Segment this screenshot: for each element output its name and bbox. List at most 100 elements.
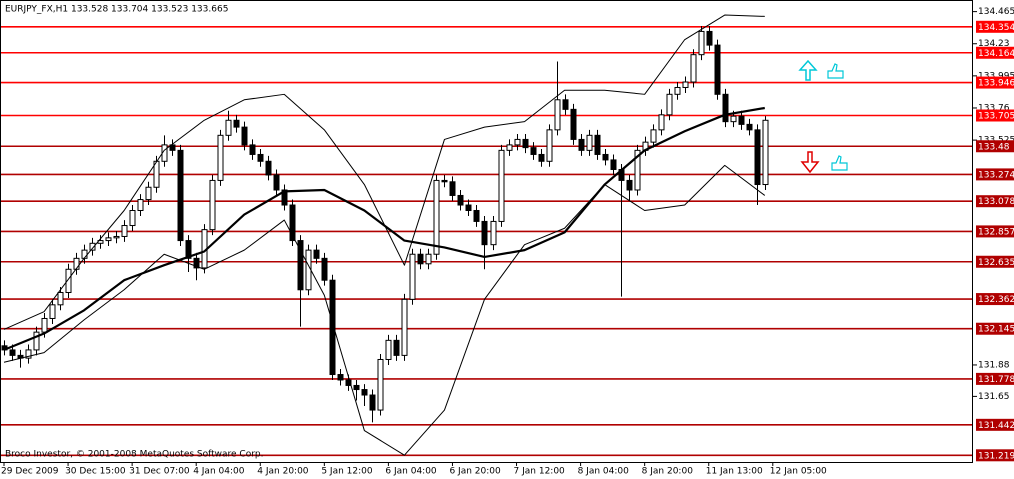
candle-body — [105, 237, 112, 242]
down-arrow — [800, 151, 820, 174]
candle-body — [586, 134, 593, 151]
candle-body — [706, 30, 713, 46]
x-tick-label: 7 Jan 12:00 — [514, 467, 566, 477]
candle-body — [33, 331, 40, 351]
candle-body — [473, 209, 480, 222]
level-label: 133.078 — [978, 197, 1014, 207]
candle-body — [433, 179, 440, 255]
candle-body — [177, 149, 184, 242]
level-label-box — [976, 46, 1014, 59]
candle-body — [185, 240, 192, 259]
candle-body — [594, 134, 601, 155]
level-label-box — [976, 293, 1014, 306]
candle-body — [329, 279, 336, 376]
candle-body — [674, 86, 681, 95]
candle-body — [225, 119, 232, 136]
level-label: 134.164 — [978, 49, 1014, 59]
candle-body — [249, 144, 256, 155]
candle-body — [746, 123, 753, 131]
candle-body — [321, 257, 328, 281]
x-tick-label: 30 Dec 15:00 — [65, 467, 126, 477]
candle-body — [530, 147, 537, 155]
candle-body — [65, 268, 72, 294]
candle-body — [9, 349, 16, 356]
candle-body — [457, 194, 464, 206]
chart-title: EURJPY_FX,H1 133.528 133.704 133.523 133… — [5, 5, 228, 15]
candle-body — [121, 225, 128, 237]
candle-body — [762, 119, 769, 186]
level-label: 132.362 — [978, 295, 1014, 305]
candle-body — [602, 153, 609, 161]
candle-body — [730, 115, 737, 123]
level-label-box — [976, 255, 1014, 268]
candle-body — [449, 181, 456, 196]
x-tick-label: 8 Jan 04:00 — [578, 467, 630, 477]
candle-body — [441, 179, 448, 183]
plot-area — [0, 14, 973, 457]
x-tick-label: 5 Jan 12:00 — [321, 467, 373, 477]
level-label-box — [976, 225, 1014, 238]
y-tick-label: 134.23 — [978, 39, 1010, 49]
candle-body — [73, 257, 80, 270]
candle-body — [401, 298, 408, 356]
y-tick-label: 131.65 — [978, 392, 1010, 402]
candle-body — [289, 204, 296, 242]
candle-body — [57, 292, 64, 306]
candle-body — [217, 134, 224, 181]
x-tick-label: 8 Jan 20:00 — [642, 467, 694, 477]
candle-body — [385, 339, 392, 360]
x-tick-label: 31 Dec 07:00 — [129, 467, 190, 477]
level-label-box — [976, 195, 1014, 208]
x-tick-label: 11 Jan 13:00 — [706, 467, 763, 477]
candle-body — [353, 384, 360, 391]
candle-body — [313, 249, 320, 259]
candle-body — [626, 179, 633, 191]
candle-body — [738, 115, 745, 125]
candle-body — [666, 93, 673, 116]
candle-body — [265, 160, 272, 176]
level-label: 131.219 — [978, 451, 1014, 461]
candle-body — [682, 81, 689, 88]
candle-body — [137, 199, 144, 211]
candle-body — [209, 179, 216, 231]
level-label-box — [976, 322, 1014, 335]
level-label: 133.705 — [978, 112, 1014, 122]
level-label: 133.48 — [978, 142, 1010, 152]
candle-body — [369, 394, 376, 411]
level-label: 132.635 — [978, 258, 1014, 268]
level-label-box — [976, 168, 1014, 181]
plot-border — [0, 0, 973, 463]
candle-body — [25, 349, 32, 359]
level-label: 131.778 — [978, 375, 1014, 385]
candle-body — [41, 317, 48, 333]
candle-body — [145, 186, 152, 201]
candle-body — [570, 108, 577, 140]
x-tick-label: 4 Jan 20:00 — [257, 467, 309, 477]
candle-body — [409, 253, 416, 300]
candle-body — [233, 119, 240, 128]
level-label-box — [976, 109, 1014, 122]
candle-body — [481, 220, 488, 246]
candle-body — [129, 209, 136, 227]
thumb-icon — [831, 155, 848, 171]
level-label-box — [976, 372, 1014, 385]
candle-body — [690, 54, 697, 83]
level-label-box — [976, 20, 1014, 33]
candle-body — [425, 253, 432, 265]
candle-body — [281, 189, 288, 206]
level-label-box — [976, 418, 1014, 431]
level-label-box — [976, 76, 1014, 89]
level-label: 133.946 — [978, 79, 1014, 89]
thumb-icon — [827, 63, 844, 79]
candle-body — [377, 358, 384, 411]
candle-body — [361, 389, 368, 396]
candle-body — [714, 44, 721, 95]
candle-body — [698, 30, 705, 56]
candle-body — [490, 220, 497, 246]
level-label: 132.857 — [978, 227, 1014, 237]
candle-body — [650, 129, 657, 143]
moving-average — [3, 106, 765, 351]
candle-body — [538, 153, 545, 162]
